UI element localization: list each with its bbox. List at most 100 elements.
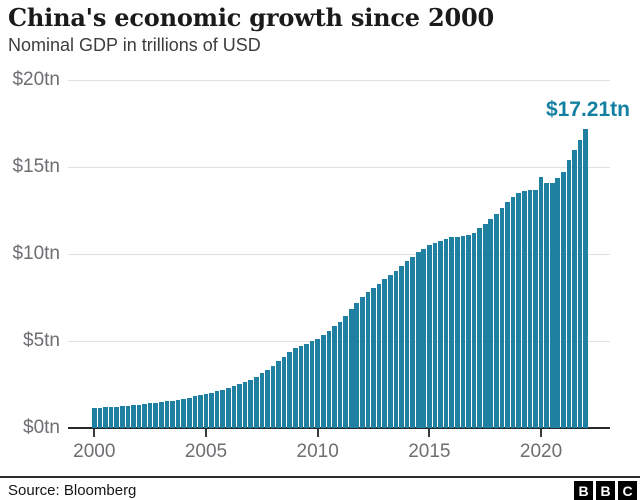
gdp-bar: [499, 207, 505, 428]
gdp-bar: [449, 237, 455, 428]
gdp-bar: [533, 189, 538, 428]
x-axis-line: [68, 427, 610, 429]
gdp-bar: [555, 178, 561, 428]
gdp-bar: [198, 395, 203, 428]
gdp-bar: [309, 341, 315, 428]
gdp-bar: [360, 296, 365, 428]
gdp-bar: [471, 233, 477, 428]
gdp-bar: [387, 274, 393, 428]
gdp-bar: [438, 240, 443, 428]
bbc-logo-letter: B: [574, 481, 593, 500]
gdp-bar: [365, 292, 371, 428]
x-tick-2010: [316, 429, 319, 437]
gdp-bar: [382, 279, 387, 428]
gdp-bar: [304, 343, 309, 428]
gdp-bar: [119, 406, 125, 428]
gdp-bar: [192, 396, 198, 428]
gdp-bar: [231, 386, 237, 428]
gdp-bar: [315, 339, 320, 428]
gdp-bar: [153, 402, 159, 428]
gridline-20tn: [68, 80, 610, 81]
gdp-bar: [477, 228, 482, 428]
gdp-bar: [466, 234, 471, 428]
gdp-bar: [577, 140, 583, 428]
gdp-bar: [432, 243, 438, 428]
gdp-bar: [460, 235, 466, 428]
x-axis-label-2010: 2010: [296, 441, 339, 462]
gdp-bar: [209, 392, 214, 428]
gdp-bar: [404, 260, 410, 428]
gridline-15tn: [68, 167, 610, 168]
gdp-bar: [488, 218, 494, 428]
gdp-bar: [186, 397, 192, 428]
gdp-bar: [237, 384, 242, 428]
gdp-bar: [220, 389, 226, 428]
gdp-bar: [142, 403, 147, 428]
x-axis-label-2005: 2005: [184, 441, 228, 462]
gdp-bar: [320, 335, 326, 428]
gdp-bar: [454, 236, 460, 428]
gdp-bar: [376, 283, 382, 428]
chart-title: China's economic growth since 2000: [8, 3, 495, 32]
bbc-logo-letter: C: [618, 481, 637, 500]
footer-divider: [0, 476, 640, 478]
gdp-bar: [415, 252, 421, 428]
gdp-bar: [103, 407, 108, 428]
gdp-bar: [248, 379, 253, 428]
y-axis-label-15tn: $15tn: [12, 156, 60, 177]
gdp-bar: [521, 191, 527, 428]
gdp-bar: [281, 356, 287, 428]
gdp-bar: [337, 322, 343, 428]
source-attribution: Source: Bloomberg: [8, 482, 137, 499]
gdp-bar: [421, 248, 427, 428]
gdp-bar: [242, 382, 248, 428]
x-tick-2000: [93, 429, 96, 437]
y-axis-label-0tn: $0tn: [23, 417, 60, 438]
last-value-callout: $17.21tn: [545, 98, 630, 121]
x-tick-2015: [428, 429, 431, 437]
gdp-bar: [410, 256, 415, 428]
gdp-bar: [181, 398, 186, 428]
gdp-bar: [332, 326, 337, 428]
gridline-10tn: [68, 254, 610, 255]
gdp-bar: [354, 302, 360, 428]
gdp-bar: [125, 405, 131, 428]
gdp-bar: [108, 406, 114, 428]
gdp-bar: [259, 373, 265, 428]
gdp-bar: [203, 393, 209, 428]
gdp-bar: [226, 388, 231, 428]
gdp-bar: [505, 201, 510, 428]
gdp-bar: [538, 177, 544, 428]
gdp-bar: [170, 400, 175, 428]
chart-subtitle: Nominal GDP in trillions of USD: [8, 35, 261, 55]
gdp-bar: [583, 128, 589, 428]
gdp-bar: [175, 399, 181, 428]
gdp-bar: [427, 245, 432, 428]
gdp-bar: [298, 345, 304, 428]
gdp-bar: [482, 223, 488, 428]
x-axis-label-2000: 2000: [73, 441, 116, 462]
gdp-bar: [293, 347, 298, 428]
y-axis-label-5tn: $5tn: [23, 330, 60, 351]
gdp-bar: [443, 239, 449, 428]
gdp-bar: [147, 403, 153, 428]
gdp-bar: [572, 149, 577, 428]
gdp-bar: [566, 160, 572, 428]
gdp-bar: [214, 391, 220, 428]
gdp-bar: [114, 406, 119, 428]
gdp-bar: [494, 213, 499, 428]
x-tick-2005: [205, 429, 207, 437]
gdp-bar: [270, 365, 276, 428]
x-tick-2020: [540, 429, 543, 437]
gdp-bar: [399, 266, 404, 428]
gdp-bar: [393, 270, 399, 428]
gdp-bar: [510, 196, 516, 428]
gdp-bar: [561, 172, 566, 428]
x-axis-label-2020: 2020: [519, 441, 563, 462]
gdp-bar: [348, 309, 354, 428]
gdp-bar: [326, 330, 332, 428]
gdp-bar: [527, 190, 533, 428]
y-axis-label-20tn: $20tn: [12, 69, 60, 90]
